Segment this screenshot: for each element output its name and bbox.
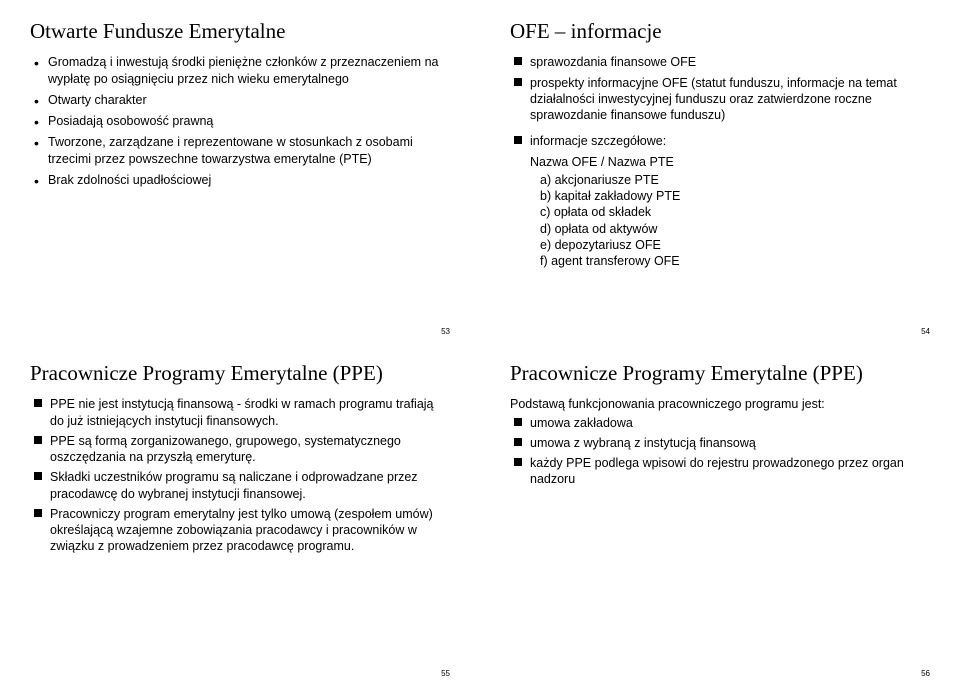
intro-text: Podstawą funkcjonowania pracowniczego pr… (510, 396, 930, 412)
slide-content: Gromadzą i inwestują środki pieniężne cz… (30, 54, 450, 193)
page-number: 56 (921, 669, 930, 678)
list-item: sprawozdania finansowe OFE (514, 54, 930, 70)
sub-item: b) kapitał zakładowy PTE (510, 188, 930, 204)
slide-55: Pracownicze Programy Emerytalne (PPE) PP… (0, 342, 480, 684)
slide-title: Pracownicze Programy Emerytalne (PPE) (30, 360, 450, 386)
square-list: informacje szczegółowe: (510, 133, 930, 149)
sub-item: e) depozytariusz OFE (510, 237, 930, 253)
slide-54: OFE – informacje sprawozdania finansowe … (480, 0, 960, 342)
list-item: umowa z wybraną z instytucją finansową (514, 435, 930, 451)
sub-label: Nazwa OFE / Nazwa PTE (510, 154, 930, 170)
sub-item: c) opłata od składek (510, 204, 930, 220)
square-list: sprawozdania finansowe OFE prospekty inf… (510, 54, 930, 123)
slide-53: Otwarte Fundusze Emerytalne Gromadzą i i… (0, 0, 480, 342)
list-item: Gromadzą i inwestują środki pieniężne cz… (34, 54, 450, 87)
slide-content: PPE nie jest instytucją finansową - środ… (30, 396, 450, 558)
page-number: 55 (441, 669, 450, 678)
list-item: PPE nie jest instytucją finansową - środ… (34, 396, 450, 429)
list-item: Brak zdolności upadłościowej (34, 172, 450, 188)
bullet-list: Gromadzą i inwestują środki pieniężne cz… (30, 54, 450, 188)
slide-content: Podstawą funkcjonowania pracowniczego pr… (510, 396, 930, 491)
list-item: Posiadają osobowość prawną (34, 113, 450, 129)
list-item: każdy PPE podlega wpisowi do rejestru pr… (514, 455, 930, 488)
list-item: prospekty informacyjne OFE (statut fundu… (514, 75, 930, 124)
sub-item: a) akcjonariusze PTE (510, 172, 930, 188)
page-number: 54 (921, 327, 930, 336)
slide-56: Pracownicze Programy Emerytalne (PPE) Po… (480, 342, 960, 684)
slide-content: sprawozdania finansowe OFE prospekty inf… (510, 54, 930, 269)
list-item: Otwarty charakter (34, 92, 450, 108)
slide-title: Otwarte Fundusze Emerytalne (30, 18, 450, 44)
list-item: PPE są formą zorganizowanego, grupowego,… (34, 433, 450, 466)
slide-title: Pracownicze Programy Emerytalne (PPE) (510, 360, 930, 386)
sub-item: f) agent transferowy OFE (510, 253, 930, 269)
list-item: Tworzone, zarządzane i reprezentowane w … (34, 134, 450, 167)
square-list: PPE nie jest instytucją finansową - środ… (30, 396, 450, 554)
slide-title: OFE – informacje (510, 18, 930, 44)
list-item: umowa zakładowa (514, 415, 930, 431)
page-number: 53 (441, 327, 450, 336)
list-item: Pracowniczy program emerytalny jest tylk… (34, 506, 450, 555)
list-item: Składki uczestników programu są naliczan… (34, 469, 450, 502)
sub-item: d) opłata od aktywów (510, 221, 930, 237)
list-item: informacje szczegółowe: (514, 133, 930, 149)
square-list: umowa zakładowa umowa z wybraną z instyt… (510, 415, 930, 488)
